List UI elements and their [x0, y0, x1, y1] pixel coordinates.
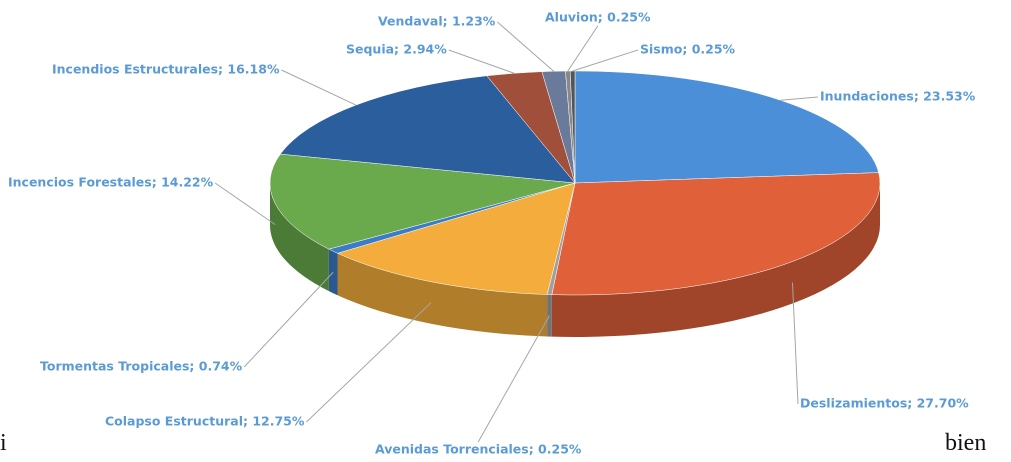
data-label: Sequia; 2.94% [346, 42, 447, 57]
leader-line [497, 21, 554, 72]
data-label: Incendios Estructurales; 16.18% [52, 62, 280, 77]
data-label: Deslizamientos; 27.70% [800, 396, 969, 411]
data-label: Vendaval; 1.23% [378, 14, 496, 29]
pie-slice [336, 182, 576, 295]
data-label: Avenidas Torrenciales; 0.25% [375, 442, 582, 457]
text-fragment: bien [945, 430, 986, 456]
leader-line [780, 96, 819, 101]
data-label: Incencios Forestales; 14.22% [8, 175, 214, 190]
leader-line [243, 271, 334, 368]
data-label: Sismo; 0.25% [640, 42, 736, 57]
data-label: Inundaciones; 23.53% [820, 89, 976, 104]
pie-slice [551, 172, 881, 296]
slice-side [270, 183, 329, 292]
leader-line [448, 49, 515, 74]
pie-slice [574, 70, 880, 184]
slice-side [547, 294, 552, 337]
data-label: Tormentas Tropicales; 0.74% [40, 359, 243, 374]
data-label: Colapso Estructural; 12.75% [105, 414, 305, 429]
leader-line [281, 69, 357, 106]
pie-slice [269, 153, 576, 250]
pie-slice [569, 70, 576, 184]
text-fragment: i [0, 430, 7, 456]
slice-side [328, 249, 338, 296]
slice-side [551, 183, 880, 337]
leader-line [306, 302, 432, 423]
leader-line [791, 282, 799, 405]
leader-line [567, 25, 599, 72]
leader-line [477, 315, 550, 443]
data-label: Aluvion; 0.25% [545, 10, 651, 25]
slice-side [337, 253, 548, 337]
leader-line [572, 49, 639, 72]
leader-line [214, 182, 276, 226]
